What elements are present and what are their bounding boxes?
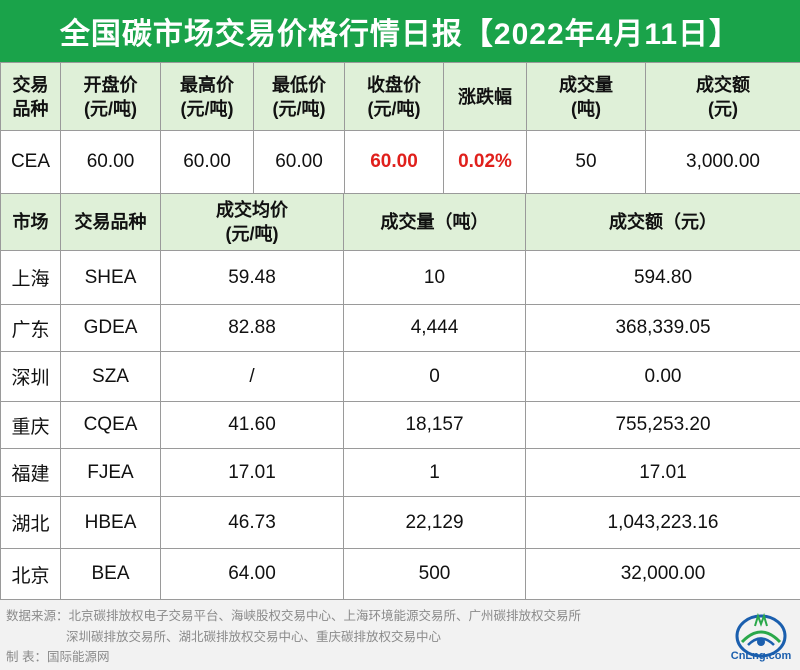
cell-volume: 18,157: [344, 402, 526, 449]
cell-market: 福建: [1, 449, 61, 497]
maker-line: 制 表：国际能源网: [6, 646, 109, 665]
national-carbon-table: 交易品种 开盘价(元/吨) 最高价(元/吨) 最低价(元/吨) 收盘价(元/吨)…: [0, 62, 800, 194]
cell-market: 广东: [1, 305, 61, 352]
cell-avg: 17.01: [161, 449, 344, 497]
cell-product: GDEA: [61, 305, 161, 352]
cell-volume: 0: [344, 352, 526, 402]
header-market: 市场: [1, 194, 61, 251]
header-product: 交易品种: [1, 63, 61, 131]
cell-product: BEA: [61, 549, 161, 600]
cell-volume: 10: [344, 251, 526, 305]
cell-market: 湖北: [1, 497, 61, 549]
cell-volume: 22,129: [344, 497, 526, 549]
cell-avg: /: [161, 352, 344, 402]
cell-product: HBEA: [61, 497, 161, 549]
report-title: 全国碳市场交易价格行情日报【2022年4月11日】: [0, 0, 800, 62]
cell-turnover: 594.80: [526, 251, 800, 305]
cell-open: 60.00: [61, 131, 161, 194]
cell-turnover: 17.01: [526, 449, 800, 497]
footer: 数据来源：北京碳排放权电子交易平台、海峡股权交易中心、上海环境能源交易所、广州碳…: [0, 599, 800, 670]
cell-avg: 82.88: [161, 305, 344, 352]
header-low: 最低价(元/吨): [254, 63, 345, 131]
cell-volume: 50: [527, 131, 646, 194]
cell-avg: 64.00: [161, 549, 344, 600]
cell-product: CEA: [1, 131, 61, 194]
cell-market: 北京: [1, 549, 61, 600]
cell-turnover: 755,253.20: [526, 402, 800, 449]
source-line-1: 数据来源：北京碳排放权电子交易平台、海峡股权交易中心、上海环境能源交易所、广州碳…: [6, 605, 581, 624]
regional-header-row: 市场 交易品种 成交均价(元/吨) 成交量（吨） 成交额（元）: [1, 194, 800, 251]
cell-product: SHEA: [61, 251, 161, 305]
cell-avg: 59.48: [161, 251, 344, 305]
cell-turnover: 1,043,223.16: [526, 497, 800, 549]
cell-product: FJEA: [61, 449, 161, 497]
cell-high: 60.00: [161, 131, 254, 194]
cell-product: SZA: [61, 352, 161, 402]
cell-turnover: 32,000.00: [526, 549, 800, 600]
cell-product: CQEA: [61, 402, 161, 449]
cell-turnover: 0.00: [526, 352, 800, 402]
header-change: 涨跌幅: [444, 63, 527, 131]
cell-avg: 41.60: [161, 402, 344, 449]
cell-volume: 1: [344, 449, 526, 497]
header-turnover: 成交额(元): [646, 63, 800, 131]
cell-volume: 4,444: [344, 305, 526, 352]
source-line-2: 深圳碳排放交易所、湖北碳排放权交易中心、重庆碳排放权交易中心: [66, 626, 441, 645]
header-turnover: 成交额（元）: [526, 194, 800, 251]
cell-volume: 500: [344, 549, 526, 600]
header-close: 收盘价(元/吨): [345, 63, 444, 131]
cell-market: 上海: [1, 251, 61, 305]
national-header-row: 交易品种 开盘价(元/吨) 最高价(元/吨) 最低价(元/吨) 收盘价(元/吨)…: [1, 63, 800, 131]
header-avg-price: 成交均价(元/吨): [161, 194, 344, 251]
cell-turnover: 368,339.05: [526, 305, 800, 352]
header-open: 开盘价(元/吨): [61, 63, 161, 131]
cell-change: 0.02%: [444, 131, 527, 194]
cell-market: 重庆: [1, 402, 61, 449]
cell-close: 60.00: [345, 131, 444, 194]
header-volume: 成交量(吨): [527, 63, 646, 131]
national-data-row: CEA 60.00 60.00 60.00 60.00 0.02% 50 3,0…: [1, 131, 800, 194]
cell-turnover: 3,000.00: [646, 131, 800, 194]
header-volume: 成交量（吨）: [344, 194, 526, 251]
cell-market: 深圳: [1, 352, 61, 402]
logo-text: CnLng.com: [726, 650, 796, 662]
header-product: 交易品种: [61, 194, 161, 251]
header-high: 最高价(元/吨): [161, 63, 254, 131]
cell-low: 60.00: [254, 131, 345, 194]
cell-avg: 46.73: [161, 497, 344, 549]
